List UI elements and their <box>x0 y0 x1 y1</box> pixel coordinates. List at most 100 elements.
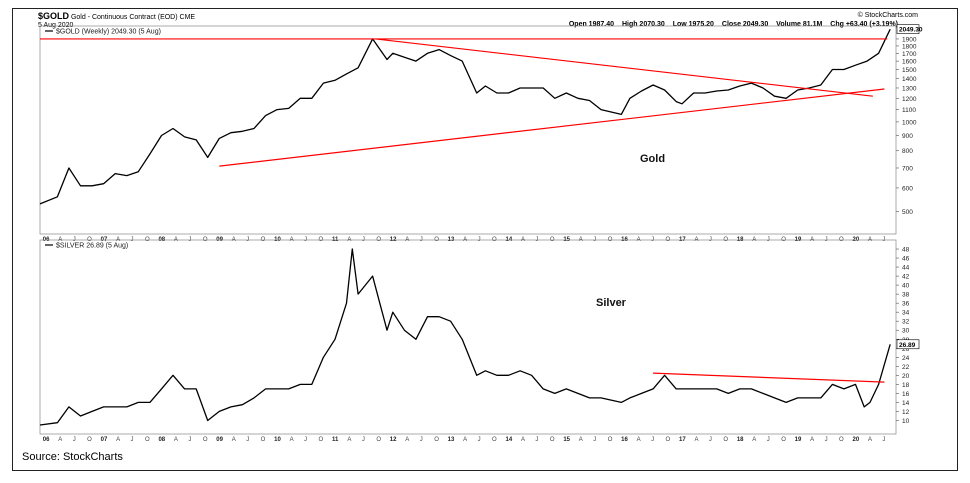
gold-y-tick-label: 1400 <box>902 76 917 83</box>
silver-x-month-label: O <box>723 437 728 443</box>
gold-y-tick-label: 800 <box>902 148 913 155</box>
silver-trendline-0 <box>653 372 885 383</box>
gold-trendline-2 <box>219 88 885 167</box>
silver-x-month-label: J <box>362 437 365 443</box>
silver-y-tick-label: 46 <box>902 256 910 263</box>
gold-last-value-label: 2049.30 <box>899 27 923 34</box>
silver-y-tick-label: 32 <box>902 319 910 326</box>
gold-legend: $GOLD (Weekly) 2049.30 (5 Aug) <box>56 29 161 36</box>
gold-last-value-box <box>896 24 920 34</box>
silver-price-line <box>39 248 891 426</box>
gold-y-tick-label: 600 <box>902 185 913 192</box>
silver-x-month-label: A <box>637 437 641 443</box>
silver-x-month-label: O <box>839 437 844 443</box>
silver-plot-area <box>39 239 897 435</box>
silver-y-tick-label: 38 <box>902 292 910 299</box>
silver-x-month-label: O <box>550 437 555 443</box>
gold-y-tick-label: 1200 <box>902 96 917 103</box>
silver-y-tick-label: 40 <box>902 283 910 290</box>
silver-x-month-label: J <box>767 437 770 443</box>
open-stat: Open 1987.40 <box>568 21 614 28</box>
silver-x-month-label: O <box>145 437 150 443</box>
silver-x-month-label: O <box>261 437 266 443</box>
gold-y-tick-label: 900 <box>902 133 913 140</box>
gold-y-tick-label: 1300 <box>902 85 917 92</box>
silver-x-tick-label: 11 <box>332 437 339 443</box>
silver-x-month-label: A <box>347 437 351 443</box>
silver-x-month-label: A <box>174 437 178 443</box>
silver-x-month-label: J <box>593 437 596 443</box>
silver-last-value-label: 26.89 <box>899 342 916 349</box>
gold-y-tick-label: 1700 <box>902 51 917 58</box>
silver-x-month-label: O <box>87 437 92 443</box>
silver-x-month-label: J <box>246 437 249 443</box>
silver-x-tick-label: 13 <box>448 437 455 443</box>
silver-x-month-label: A <box>463 437 467 443</box>
silver-x-month-label: O <box>781 437 786 443</box>
silver-y-tick-label: 18 <box>902 382 910 389</box>
contract-title: Gold - Continuous Contract (EOD) CME <box>70 14 196 21</box>
silver-y-tick-label: 44 <box>902 265 910 272</box>
silver-x-tick-label: 16 <box>621 437 628 443</box>
silver-x-month-label: A <box>579 437 583 443</box>
gold-y-tick-label: 1800 <box>902 43 917 50</box>
silver-x-month-label: J <box>882 437 885 443</box>
gold-plot-area <box>39 25 897 235</box>
gold-y-tick-label: 1100 <box>902 107 916 114</box>
silver-x-tick-label: 20 <box>853 437 860 443</box>
silver-y-tick-label: 30 <box>902 328 910 335</box>
silver-x-tick-label: 09 <box>216 437 223 443</box>
silver-x-month-label: A <box>521 437 525 443</box>
silver-x-month-label: J <box>73 437 76 443</box>
close-stat: Close 2049.30 <box>721 21 769 28</box>
stockcharts-brand: © StockCharts.com <box>857 12 918 19</box>
gold-y-tick-label: 500 <box>902 209 913 216</box>
silver-x-tick-label: 15 <box>563 437 570 443</box>
silver-x-tick-label: 12 <box>390 437 397 443</box>
silver-x-month-label: J <box>825 437 828 443</box>
silver-y-tick-label: 20 <box>902 373 910 380</box>
silver-x-month-label: O <box>492 437 497 443</box>
silver-x-tick-label: 18 <box>737 437 744 443</box>
chart-header: $GOLD Gold - Continuous Contract (EOD) C… <box>38 12 918 36</box>
silver-x-tick-label: 08 <box>158 437 165 443</box>
silver-x-month-label: J <box>304 437 307 443</box>
silver-x-month-label: A <box>752 437 756 443</box>
silver-y-tick-label: 12 <box>902 409 910 416</box>
silver-annotation: Silver <box>596 297 627 309</box>
silver-legend: $SILVER 26.89 (5 Aug) <box>56 243 128 250</box>
silver-x-month-label: A <box>405 437 409 443</box>
silver-x-tick-label: 19 <box>795 437 802 443</box>
gold-y-tick-label: 700 <box>902 165 913 172</box>
source-note: Source: StockCharts <box>22 451 123 463</box>
high-stat: High 2070.30 <box>621 21 665 28</box>
silver-last-value-box <box>896 339 920 350</box>
change-stat: Chg +63.40 (+3.19%) <box>830 21 898 28</box>
silver-x-tick-label: 17 <box>679 437 686 443</box>
gold-y-tick-label: 1600 <box>902 59 917 66</box>
silver-y-tick-label: 24 <box>902 355 910 362</box>
price-stats: Open 1987.40 High 2070.30 Low 1975.20 Cl… <box>563 21 898 29</box>
silver-y-tick-label: 14 <box>902 400 910 407</box>
silver-x-month-label: J <box>478 437 481 443</box>
gold-price-line <box>39 28 891 205</box>
silver-x-month-label: J <box>420 437 423 443</box>
silver-x-month-label: A <box>290 437 294 443</box>
silver-y-tick-label: 22 <box>902 364 910 371</box>
silver-x-month-label: A <box>868 437 872 443</box>
symbol: $GOLD <box>38 11 70 21</box>
silver-x-month-label: O <box>666 437 671 443</box>
silver-y-tick-label: 34 <box>902 310 910 317</box>
low-stat: Low 1975.20 <box>672 21 714 28</box>
gold-y-tick-label: 1000 <box>902 119 917 126</box>
silver-y-tick-label: 16 <box>902 391 910 398</box>
silver-x-month-label: O <box>319 437 324 443</box>
silver-y-tick-label: 48 <box>902 247 910 254</box>
silver-x-month-label: A <box>694 437 698 443</box>
silver-y-tick-label: 26 <box>902 346 910 353</box>
gold-y-tick-label: 1900 <box>902 36 917 43</box>
gold-annotation: Gold <box>640 153 665 165</box>
silver-x-month-label: A <box>232 437 236 443</box>
silver-x-month-label: O <box>203 437 208 443</box>
